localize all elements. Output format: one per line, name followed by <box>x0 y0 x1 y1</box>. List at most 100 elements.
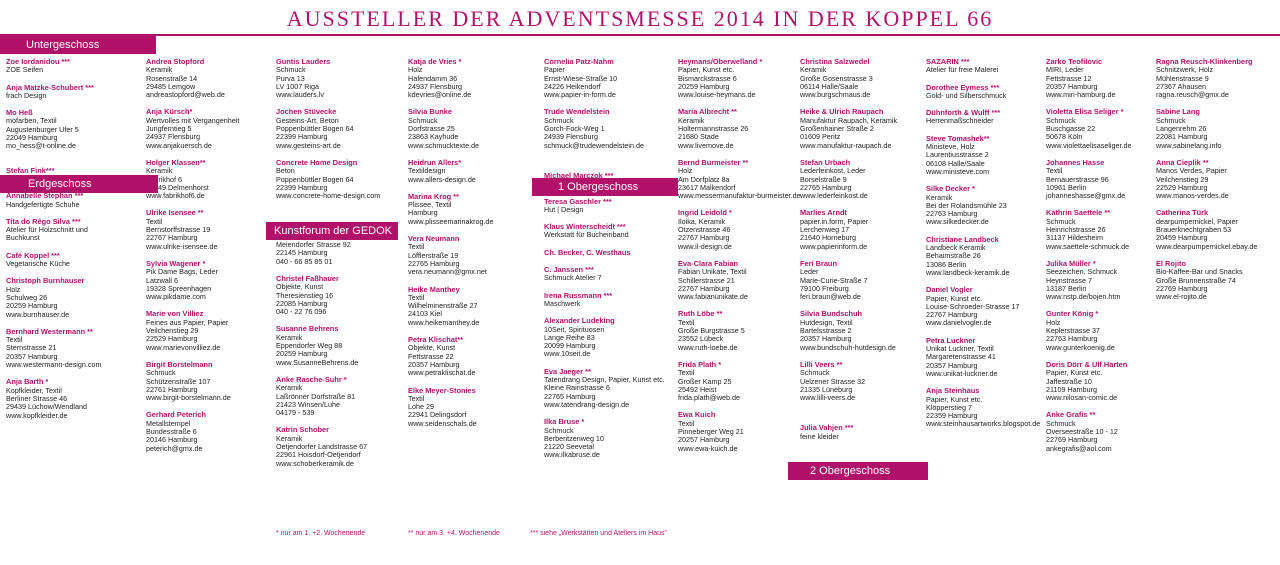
exhibitor-detail[interactable]: ragna.reusch@gmx.de <box>1156 90 1229 100</box>
exhibitor-detail: Schützenstraße 107 <box>146 376 211 386</box>
exhibitor-detail[interactable]: feri.braun@web.de <box>800 292 861 302</box>
exhibitor-detail[interactable]: www.lederfeinkost.de <box>800 191 868 201</box>
exhibitor-detail[interactable]: www.concrete-home-design.com <box>276 191 381 201</box>
exhibitor-detail[interactable]: johanneshasse@gmx.de <box>1046 191 1126 201</box>
exhibitor-detail: Textil <box>678 418 695 428</box>
exhibitor-detail: Große Brunnenstraße 74 <box>1156 275 1236 285</box>
exhibitor-detail[interactable]: schmuck@trudewendelstein.de <box>544 140 644 150</box>
exhibitor-detail[interactable]: www.miri-hamburg.de <box>1046 90 1116 100</box>
exhibitor-detail[interactable]: www.silkedecker.de <box>926 217 989 227</box>
exhibitor-detail[interactable]: www.schmucktexte.de <box>408 140 480 150</box>
exhibitor-detail[interactable]: www.il-design.de <box>678 241 732 251</box>
exhibitor-detail: Keramik <box>146 65 173 75</box>
exhibitor-detail[interactable]: www.ewa-kuich.de <box>678 443 738 453</box>
exhibitor-detail[interactable]: www.kopfkleider.de <box>6 410 68 420</box>
exhibitor-detail: Schmuck <box>408 115 438 125</box>
exhibitor-detail[interactable]: www.fabianunikate.de <box>678 292 748 302</box>
exhibitor-detail[interactable]: ankegrafis@aol.com <box>1046 443 1112 453</box>
exhibitor-detail[interactable]: www.westermann-design.com <box>6 360 102 370</box>
exhibitor-detail[interactable]: www.ruth-loebe.de <box>678 342 738 352</box>
exhibitor-detail[interactable]: www.fabrikhof6.de <box>146 191 205 201</box>
exhibitor-detail[interactable]: www.nstp.de/bojen.htm <box>1046 292 1121 302</box>
exhibitor-detail[interactable]: www.papierinform.de <box>800 241 868 251</box>
exhibitor-detail[interactable]: www.violettaelisaseliger.de <box>1046 140 1132 150</box>
exhibitor-name: Zoe Iordanidou *** <box>6 57 71 66</box>
footnote-workshops: *** siehe „Werkstätten und Ateliers im H… <box>530 530 667 537</box>
exhibitor-detail[interactable]: www.papier-in-form.de <box>544 90 616 100</box>
exhibitor-entry: Bernd Burmeister ** Holz Am Dorfplatz 8a 23… <box>678 158 806 201</box>
exhibitor-detail[interactable]: www.steinhausartworks.blogspot.de <box>926 419 1041 429</box>
exhibitor-detail[interactable]: www.livemove.de <box>678 140 734 150</box>
exhibitor-detail[interactable]: www.SusanneBehrens.de <box>276 357 359 367</box>
exhibitor-detail[interactable]: vera.neumann@gmx.net <box>408 267 487 277</box>
exhibitor-detail[interactable]: www.pikdame.com <box>146 292 206 302</box>
exhibitor-detail[interactable]: www.anjakuersch.de <box>146 140 212 150</box>
exhibitor-detail[interactable]: kdevries@online.de <box>408 90 472 100</box>
exhibitor-detail[interactable]: www.messermanufaktur-burmeister.de <box>678 191 801 201</box>
exhibitor-detail: Jungferntieg 5 <box>146 124 192 134</box>
exhibitor-entry: Heike & Ulrich Raupach Manufaktur Raupach… <box>800 108 928 150</box>
exhibitor-detail[interactable]: www.schoberkeramik.de <box>276 458 354 468</box>
exhibitor-detail[interactable]: www.bundschuh-hutdesign.de <box>800 342 896 352</box>
exhibitor-detail: Kopfkleider, Textil <box>6 385 62 395</box>
exhibitor-detail[interactable]: www.gunterkoenig.de <box>1046 342 1115 352</box>
exhibitor-detail: 22763 Hamburg <box>926 209 978 219</box>
exhibitor-detail[interactable]: www.ilkabruse.de <box>544 450 600 460</box>
exhibitor-detail[interactable]: www.allers-design.de <box>408 174 476 184</box>
exhibitor-detail[interactable]: www.petraklischat.de <box>408 368 476 378</box>
exhibitor-entry: Christel Faßhauer Objekte, Kunst Theresien… <box>276 274 404 316</box>
exhibitor-entry: Eva Jaeger ** Tatendrang Design, Papier, … <box>544 367 672 409</box>
exhibitor-detail: Papier, Kunst etc. <box>926 394 983 404</box>
exhibitor-detail[interactable]: www.gesteins-art.de <box>276 140 341 150</box>
exhibitor-detail[interactable]: www.lilli-veers.de <box>800 393 856 403</box>
exhibitor-detail[interactable]: www.burnhauser.de <box>6 309 70 319</box>
exhibitor-detail[interactable]: www.birgit-borstelmann.de <box>146 393 231 403</box>
exhibitor-detail[interactable]: www.seidenschals.de <box>408 418 477 428</box>
exhibitor-detail[interactable]: www.el-rojito.de <box>1156 292 1207 302</box>
exhibitor-detail: Dorfstrasse 25 <box>408 124 455 134</box>
exhibitor-name: Tita do Rêgo Silva *** <box>6 216 81 226</box>
exhibitor-detail[interactable]: www.landbeck-keramik.de <box>926 267 1010 277</box>
exhibitor-entry: Guntis Lauders Schmuck Purva 13 LV 1007 Rig… <box>276 57 404 100</box>
exhibitor-detail[interactable]: www.manos-verdes.de <box>1156 191 1229 201</box>
exhibitor-detail[interactable]: www.manufaktur-raupach.de <box>800 140 892 150</box>
exhibitor-detail: 22941 Delingsdorf <box>408 410 467 420</box>
exhibitor-entry: Gunter König * Holz Keplerstrasse 37 22763 … <box>1046 310 1174 352</box>
exhibitor-name: Cornelia Patz-Nahm <box>544 57 614 66</box>
exhibitor-detail[interactable]: www.danielvogler.de <box>926 318 992 328</box>
exhibitor-detail: Schmuck <box>1046 115 1076 125</box>
exhibitor-name: Petra Klischat** <box>408 335 464 345</box>
exhibitor-name: Katja de Vries * <box>408 57 462 66</box>
exhibitor-name: Ragna Reusch-Klinkenberg <box>1156 57 1253 66</box>
exhibitor-detail: Latzwall 6 <box>146 275 178 285</box>
exhibitor-name: Sabine Lang <box>1156 107 1200 117</box>
exhibitor-detail[interactable]: www.lauders.lv <box>276 90 324 100</box>
exhibitor-detail: Atelier für Holzschnitt und <box>6 225 88 235</box>
exhibitor-detail[interactable]: www.ulrike-isensee.de <box>146 241 218 251</box>
exhibitor-detail[interactable]: www.heikemanthey.de <box>408 317 480 327</box>
exhibitor-entry: Ragna Reusch-Klinkenberg Schnitzwerk, Hol… <box>1156 57 1280 100</box>
exhibitor-detail: Bernstorffstrasse 19 <box>146 225 211 235</box>
exhibitor-detail[interactable]: www.saettele-schmuck.de <box>1046 241 1130 251</box>
exhibitor-detail[interactable]: www.dearpumpernickel.ebay.de <box>1156 241 1258 251</box>
exhibitor-detail: Keramik <box>678 115 705 125</box>
exhibitor-detail[interactable]: www.unikat-luckner.de <box>926 368 998 378</box>
exhibitor-detail[interactable]: frida.plath@web.de <box>678 393 741 403</box>
exhibitor-detail[interactable]: www.10seit.de <box>544 349 591 359</box>
exhibitor-detail: Purva 13 <box>276 73 305 83</box>
exhibitor-name: SAZARIN *** <box>926 57 970 66</box>
exhibitor-entry: Julia Vahjen *** feine kleider <box>800 424 928 441</box>
exhibitor-name: Elke Meyer-Stonies <box>408 385 476 395</box>
exhibitor-detail[interactable]: peterich@gmx.de <box>146 443 203 453</box>
exhibitor-detail[interactable]: www.burgschmaus.de <box>800 90 871 100</box>
exhibitor-detail[interactable]: www.sabinelang.info <box>1156 140 1222 150</box>
exhibitor-detail[interactable]: www.nilosan-comic.de <box>1046 393 1118 403</box>
exhibitor-name: Bernhard Westermann ** <box>6 326 93 336</box>
exhibitor-detail[interactable]: www.plisseemarinakrog.de <box>408 216 494 226</box>
exhibitor-detail[interactable]: www.ministeve.com <box>926 166 990 176</box>
exhibitor-detail[interactable]: www.louise-heymans.de <box>678 90 756 100</box>
exhibitor-detail[interactable]: www.marievonvilliez.de <box>146 342 221 352</box>
exhibitor-detail[interactable]: www.tatendrang-design.de <box>544 399 630 409</box>
exhibitor-detail[interactable]: andreastopford@web.de <box>146 90 225 100</box>
exhibitor-detail[interactable]: mo_hess@t-online.de <box>6 141 77 151</box>
